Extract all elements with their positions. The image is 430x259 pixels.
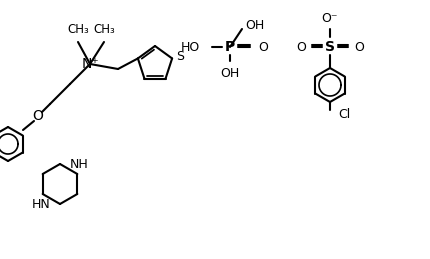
Text: CH₃: CH₃: [93, 23, 115, 36]
Text: S: S: [176, 50, 184, 63]
Text: N⁺: N⁺: [81, 57, 99, 71]
Text: OH: OH: [245, 18, 264, 32]
Text: HN: HN: [31, 198, 50, 211]
Text: S: S: [325, 40, 335, 54]
Text: O: O: [354, 40, 364, 54]
Text: CH₃: CH₃: [67, 23, 89, 36]
Text: HO: HO: [181, 40, 200, 54]
Text: OH: OH: [220, 67, 240, 80]
Text: O: O: [296, 40, 306, 54]
Text: O: O: [33, 109, 43, 123]
Text: O⁻: O⁻: [322, 12, 338, 25]
Text: P: P: [225, 40, 235, 54]
Text: Cl: Cl: [338, 107, 350, 120]
Text: O: O: [258, 40, 268, 54]
Text: NH: NH: [70, 157, 89, 170]
